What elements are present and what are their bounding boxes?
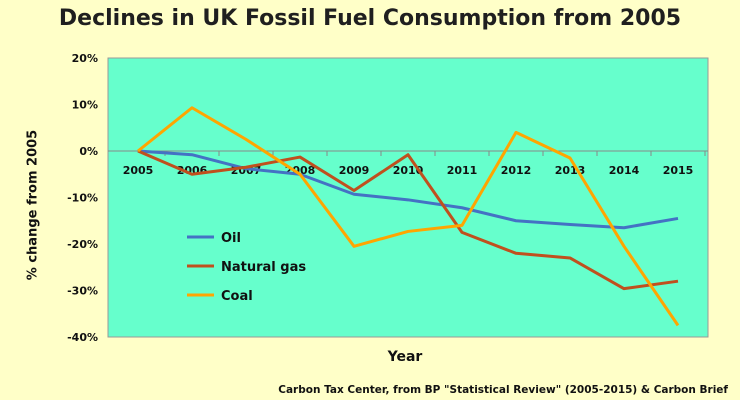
y-axis-ticks: 20% 10% 0% -10% -20% -30% -40% (67, 52, 98, 344)
y-tick-label: -40% (67, 331, 98, 344)
legend-label-natural-gas: Natural gas (221, 260, 306, 275)
source-note: Carbon Tax Center, from BP "Statistical … (278, 384, 728, 396)
x-tick-label: 2005 (123, 164, 154, 177)
x-axis-label: Year (387, 349, 423, 365)
y-tick-label: -10% (67, 192, 98, 205)
series-line-oil (137, 149, 679, 230)
series-lines (137, 106, 680, 327)
series-line-coal (137, 106, 680, 327)
y-tick-label: 10% (72, 99, 98, 112)
x-tick-label: 2009 (339, 164, 370, 177)
y-tick-label: 20% (72, 52, 98, 65)
x-tick-label: 2014 (609, 164, 640, 177)
y-tick-label: -30% (67, 285, 98, 298)
x-tick-label: 2015 (663, 164, 694, 177)
y-tick-label: 0% (79, 145, 98, 158)
legend: Oil Natural gas Coal (187, 231, 306, 304)
plot-area (107, 57, 709, 338)
series-line-natural-gas (137, 149, 679, 291)
legend-label-oil: Oil (221, 231, 241, 246)
legend-label-coal: Coal (221, 289, 253, 304)
x-tick-label: 2011 (447, 164, 478, 177)
x-tick-label: 2012 (501, 164, 532, 177)
x-tick-label: 2013 (555, 164, 586, 177)
y-tick-label: -20% (67, 238, 98, 251)
chart-title: Declines in UK Fossil Fuel Consumption f… (58, 6, 682, 31)
